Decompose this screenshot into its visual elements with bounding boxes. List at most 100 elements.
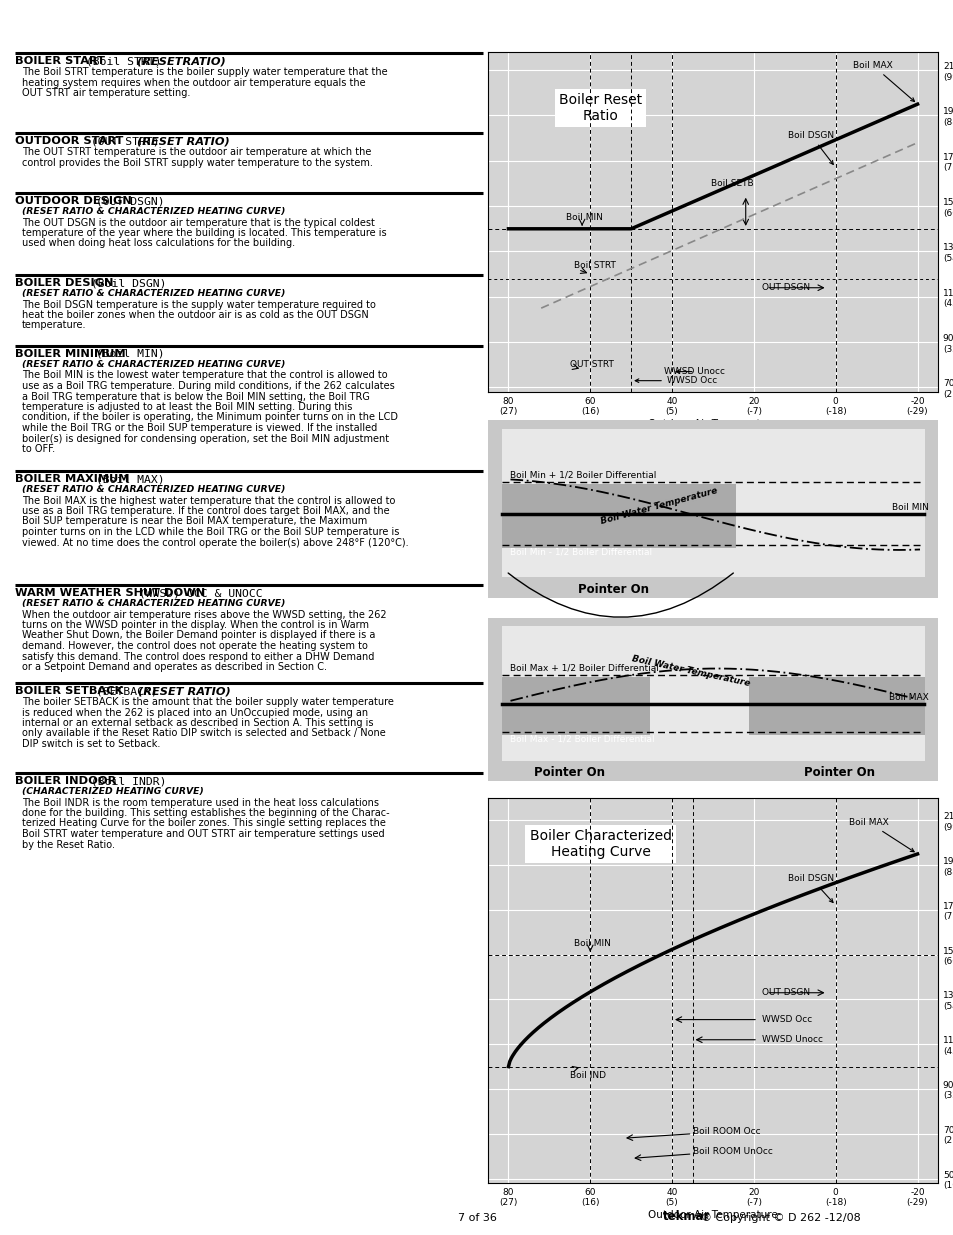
Text: Boil MAX: Boil MAX bbox=[888, 693, 928, 701]
Text: boiler(s) is designed for condensing operation, set the Boil MIN adjustment: boiler(s) is designed for condensing ope… bbox=[22, 433, 389, 443]
Text: done for the building. This setting establishes the beginning of the Charac-: done for the building. This setting esta… bbox=[22, 808, 389, 818]
X-axis label: Outdoor Air Temperature: Outdoor Air Temperature bbox=[647, 419, 777, 429]
Text: BOILER SETBACK: BOILER SETBACK bbox=[15, 685, 123, 697]
Text: OUTDOOR START: OUTDOOR START bbox=[15, 136, 123, 146]
Text: The Boil DSGN temperature is the supply water temperature required to: The Boil DSGN temperature is the supply … bbox=[22, 300, 375, 310]
Text: used when doing heat loss calculations for the building.: used when doing heat loss calculations f… bbox=[22, 238, 294, 248]
Text: The Boil STRT temperature is the boiler supply water temperature that the: The Boil STRT temperature is the boiler … bbox=[22, 67, 387, 77]
Text: temperature is adjusted to at least the Boil MIN setting. During this: temperature is adjusted to at least the … bbox=[22, 403, 352, 412]
Text: WARM WEATHER SHUT DOWN: WARM WEATHER SHUT DOWN bbox=[15, 588, 205, 598]
Text: OUT DSGN: OUT DSGN bbox=[761, 988, 809, 997]
Text: by the Reset Ratio.: by the Reset Ratio. bbox=[22, 840, 115, 850]
Text: Boil Max - 1/2 Boiler Differential: Boil Max - 1/2 Boiler Differential bbox=[510, 735, 655, 743]
Bar bbox=[501, 429, 923, 577]
Text: internal or an external setback as described in Section A. This setting is: internal or an external setback as descr… bbox=[22, 718, 374, 727]
Text: (OUT DSGN): (OUT DSGN) bbox=[90, 196, 165, 206]
Text: (RESET RATIO & CHARACTERIZED HEATING CURVE): (RESET RATIO & CHARACTERIZED HEATING CUR… bbox=[22, 207, 285, 216]
Text: The OUT STRT temperature is the outdoor air temperature at which the: The OUT STRT temperature is the outdoor … bbox=[22, 147, 371, 157]
Text: OUTDOOR DESIGN: OUTDOOR DESIGN bbox=[15, 196, 132, 206]
Text: Boil DSGN: Boil DSGN bbox=[787, 131, 833, 164]
Text: pointer turns on in the LCD while the Boil TRG or the Boil SUP temperature is: pointer turns on in the LCD while the Bo… bbox=[22, 527, 399, 537]
Text: OUT STRT: OUT STRT bbox=[569, 361, 613, 369]
Text: temperature of the year where the building is located. This temperature is: temperature of the year where the buildi… bbox=[22, 228, 386, 238]
Text: (Boil MIN): (Boil MIN) bbox=[90, 350, 165, 359]
Text: (RESET RATIO): (RESET RATIO) bbox=[134, 685, 231, 697]
Text: 7 of 36: 7 of 36 bbox=[457, 1213, 496, 1223]
Text: heating system requires when the outdoor air temperature equals the: heating system requires when the outdoor… bbox=[22, 78, 365, 88]
Text: Boil MIN: Boil MIN bbox=[565, 212, 602, 222]
Bar bbox=[501, 484, 735, 548]
Text: DIP switch is set to Setback.: DIP switch is set to Setback. bbox=[22, 739, 160, 748]
Text: terized Heating Curve for the boiler zones. This single setting replaces the: terized Heating Curve for the boiler zon… bbox=[22, 819, 385, 829]
Text: Pointer On: Pointer On bbox=[802, 767, 874, 779]
Text: Boil MAX: Boil MAX bbox=[848, 818, 913, 852]
Text: OUT STRT air temperature setting.: OUT STRT air temperature setting. bbox=[22, 88, 191, 98]
Text: WWSD Occ: WWSD Occ bbox=[635, 377, 717, 385]
Text: Boil SUP temperature is near the Boil MAX temperature, the Maximum: Boil SUP temperature is near the Boil MA… bbox=[22, 516, 367, 526]
Text: Boil STRT water temperature and OUT STRT air temperature settings used: Boil STRT water temperature and OUT STRT… bbox=[22, 829, 384, 839]
Text: (RESET RATIO & CHARACTERIZED HEATING CURVE): (RESET RATIO & CHARACTERIZED HEATING CUR… bbox=[22, 599, 285, 608]
Text: only available if the Reset Ratio DIP switch is selected and Setback / None: only available if the Reset Ratio DIP sw… bbox=[22, 729, 385, 739]
Text: Boiler Characterized
Heating Curve: Boiler Characterized Heating Curve bbox=[529, 829, 671, 860]
Text: use as a Boil TRG temperature. If the control does target Boil MAX, and the: use as a Boil TRG temperature. If the co… bbox=[22, 506, 389, 516]
Text: (SETBACK): (SETBACK) bbox=[90, 685, 158, 697]
Text: The Boil MAX is the highest water temperature that the control is allowed to: The Boil MAX is the highest water temper… bbox=[22, 495, 395, 505]
Text: Boil MIN: Boil MIN bbox=[891, 503, 928, 511]
Text: Boil Max + 1/2 Boiler Differential: Boil Max + 1/2 Boiler Differential bbox=[510, 663, 659, 673]
Text: Boiler Reset
Ratio: Boiler Reset Ratio bbox=[558, 93, 641, 124]
Text: WWSD Occ: WWSD Occ bbox=[761, 1015, 812, 1024]
Text: Boil DSGN: Boil DSGN bbox=[787, 874, 833, 903]
Text: (RESET RATIO & CHARACTERIZED HEATING CURVE): (RESET RATIO & CHARACTERIZED HEATING CUR… bbox=[22, 289, 285, 298]
Text: Boil STRT: Boil STRT bbox=[574, 261, 615, 269]
Text: turns on the WWSD pointer in the display. When the control is in Warm: turns on the WWSD pointer in the display… bbox=[22, 620, 369, 630]
Text: or a Setpoint Demand and operates as described in Section C.: or a Setpoint Demand and operates as des… bbox=[22, 662, 327, 672]
Text: temperature.: temperature. bbox=[22, 321, 87, 331]
Text: BOILER START: BOILER START bbox=[15, 56, 105, 65]
Text: a Boil TRG temperature that is below the Boil MIN setting, the Boil TRG: a Boil TRG temperature that is below the… bbox=[22, 391, 370, 401]
Text: (Boil DSGN): (Boil DSGN) bbox=[84, 278, 166, 288]
Text: (RESET RATIO): (RESET RATIO) bbox=[133, 136, 230, 146]
Text: Boil Water Temperature: Boil Water Temperature bbox=[630, 655, 750, 688]
Text: use as a Boil TRG temperature. During mild conditions, if the 262 calculates: use as a Boil TRG temperature. During mi… bbox=[22, 382, 395, 391]
Text: condition, if the boiler is operating, the Minimum pointer turns on in the LCD: condition, if the boiler is operating, t… bbox=[22, 412, 397, 422]
Text: The OUT DSGN is the outdoor air temperature that is the typical coldest: The OUT DSGN is the outdoor air temperat… bbox=[22, 217, 375, 227]
Bar bbox=[501, 626, 923, 762]
Bar bbox=[501, 677, 649, 735]
Text: (Boil STRT): (Boil STRT) bbox=[78, 56, 161, 65]
Text: is reduced when the 262 is placed into an UnOccupied mode, using an: is reduced when the 262 is placed into a… bbox=[22, 708, 368, 718]
Text: Boil SETB: Boil SETB bbox=[711, 179, 753, 188]
Text: ® Copyright © D 262 -12/08: ® Copyright © D 262 -12/08 bbox=[700, 1213, 860, 1223]
Text: Boil IND: Boil IND bbox=[569, 1071, 605, 1081]
Text: Pointer On: Pointer On bbox=[533, 767, 604, 779]
Text: while the Boil TRG or the Boil SUP temperature is viewed. If the installed: while the Boil TRG or the Boil SUP tempe… bbox=[22, 424, 376, 433]
Text: viewed. At no time does the control operate the boiler(s) above 248°F (120°C).: viewed. At no time does the control oper… bbox=[22, 537, 408, 547]
Text: (Boil INDR): (Boil INDR) bbox=[84, 776, 166, 785]
Text: demand. However, the control does not operate the heating system to: demand. However, the control does not op… bbox=[22, 641, 368, 651]
Text: (OUT STRT): (OUT STRT) bbox=[84, 136, 159, 146]
Text: (Boil MAX): (Boil MAX) bbox=[90, 474, 165, 484]
Text: heat the boiler zones when the outdoor air is as cold as the OUT DSGN: heat the boiler zones when the outdoor a… bbox=[22, 310, 369, 320]
Text: Boil Min + 1/2 Boiler Differential: Boil Min + 1/2 Boiler Differential bbox=[510, 471, 657, 479]
Text: The Boil INDR is the room temperature used in the heat loss calculations: The Boil INDR is the room temperature us… bbox=[22, 798, 378, 808]
Text: to OFF.: to OFF. bbox=[22, 445, 55, 454]
Text: Boil ROOM UnOcc: Boil ROOM UnOcc bbox=[692, 1147, 772, 1156]
Text: WWSD Unocc: WWSD Unocc bbox=[663, 367, 724, 377]
Text: (WWSD) OCC & UNOCC: (WWSD) OCC & UNOCC bbox=[132, 588, 262, 598]
Text: tekmar: tekmar bbox=[662, 1209, 710, 1223]
Text: Boil Min - 1/2 Boiler Differential: Boil Min - 1/2 Boiler Differential bbox=[510, 547, 652, 556]
Text: BOILER MAXIMUM: BOILER MAXIMUM bbox=[15, 474, 130, 484]
Text: The boiler SETBACK is the amount that the boiler supply water temperature: The boiler SETBACK is the amount that th… bbox=[22, 697, 394, 706]
Text: (RESET RATIO & CHARACTERIZED HEATING CURVE): (RESET RATIO & CHARACTERIZED HEATING CUR… bbox=[22, 359, 285, 369]
Text: WWSD Unocc: WWSD Unocc bbox=[761, 1035, 822, 1045]
Text: control provides the Boil STRT supply water temperature to the system.: control provides the Boil STRT supply wa… bbox=[22, 158, 373, 168]
Text: (RESET RATIO & CHARACTERIZED HEATING CURVE): (RESET RATIO & CHARACTERIZED HEATING CUR… bbox=[22, 485, 285, 494]
Text: Boil MAX: Boil MAX bbox=[852, 62, 914, 101]
Text: Pointer On: Pointer On bbox=[578, 583, 649, 595]
Text: Boil ROOM Occ: Boil ROOM Occ bbox=[692, 1128, 760, 1136]
Text: Boil MIN: Boil MIN bbox=[574, 939, 610, 948]
Text: (CHARACTERIZED HEATING CURVE): (CHARACTERIZED HEATING CURVE) bbox=[22, 787, 204, 797]
Text: (RESETRATIO): (RESETRATIO) bbox=[132, 56, 225, 65]
Text: Boil Water Temperature: Boil Water Temperature bbox=[598, 487, 718, 526]
Text: BOILER MINIMUM: BOILER MINIMUM bbox=[15, 350, 126, 359]
Text: The Boil MIN is the lowest water temperature that the control is allowed to: The Boil MIN is the lowest water tempera… bbox=[22, 370, 387, 380]
